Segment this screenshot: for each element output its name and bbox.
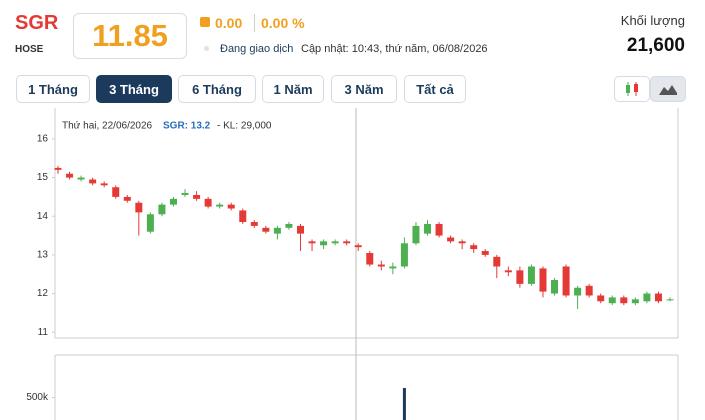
candle-body (193, 194, 201, 199)
candle-body (366, 252, 374, 265)
candle-body (620, 297, 628, 304)
change: 0.00 (215, 15, 243, 31)
change-pct: 0.00 % (261, 15, 305, 31)
y-tick-label: 11 (38, 327, 49, 338)
y-tick-label: 15 (37, 172, 49, 183)
candle-body (470, 245, 478, 250)
volume-value: 21,600 (626, 35, 685, 56)
divider (254, 14, 255, 32)
candle-view-button[interactable] (614, 76, 650, 102)
status-dot (204, 46, 209, 51)
candle-body (608, 297, 616, 304)
candle-body (54, 167, 62, 170)
updated: Cập nhật: 10:43, thứ năm, 06/08/2026 (301, 43, 488, 55)
candle-body (377, 264, 385, 267)
candle-body (331, 241, 339, 244)
candle-body (250, 222, 258, 226)
y-tick-label: 13 (37, 250, 49, 261)
candle-body (66, 173, 74, 178)
candle-body (562, 266, 570, 296)
candle-body (516, 270, 524, 284)
candle-body (389, 266, 397, 269)
y-tick-label: 14 (37, 211, 49, 222)
candle-body (296, 225, 304, 234)
candle-body (77, 177, 85, 180)
candle-body (354, 245, 362, 248)
candle-body (666, 299, 674, 301)
candle-body (493, 256, 501, 267)
price: 11.85 (73, 13, 187, 59)
candle-body (262, 227, 270, 232)
candle-body (158, 204, 166, 215)
period-button[interactable]: 1 Tháng (16, 75, 90, 103)
candle-body (412, 225, 420, 244)
period-button[interactable]: 6 Tháng (178, 75, 256, 103)
volume-label: Khối lượng (620, 13, 685, 28)
candle-body (424, 223, 432, 234)
candle-body (169, 198, 177, 205)
candle-body (435, 223, 443, 236)
symbol: SGR (15, 12, 59, 34)
candle-body (574, 287, 582, 296)
candle-body (100, 183, 108, 186)
candle-body (654, 293, 662, 302)
candle-body (89, 179, 97, 184)
candle-body (551, 280, 559, 294)
candle-body (112, 187, 120, 197)
candle-icon (626, 82, 638, 96)
area-icon (659, 85, 677, 95)
candle-body (123, 196, 131, 201)
period-button[interactable]: 1 Năm (262, 75, 324, 103)
y-tick-label: 16 (37, 134, 49, 145)
candle-body (181, 193, 189, 195)
candle-body (539, 268, 547, 292)
candle-body (597, 295, 605, 302)
change-icon (200, 17, 210, 27)
candle-body (204, 198, 212, 207)
candle-body (135, 202, 143, 213)
candle-body (400, 243, 408, 267)
candle-body (239, 210, 247, 223)
area-view-button[interactable] (650, 76, 686, 102)
candle-body (285, 223, 293, 228)
candle-body (320, 241, 328, 246)
candle-body (481, 251, 489, 255)
tooltip-date: Thứ hai, 22/06/2026 (62, 121, 153, 132)
candle-body (216, 204, 224, 207)
candle-body (308, 241, 316, 244)
period-button[interactable]: 3 Tháng (96, 75, 172, 103)
period-button[interactable]: Tất cả (404, 75, 466, 103)
candle-body (643, 293, 651, 302)
y-tick-label: 500k (26, 392, 49, 403)
candle-body (527, 266, 535, 284)
candle-body (343, 241, 351, 244)
tooltip-volume: - KL: 29,000 (217, 121, 272, 132)
candle-body (146, 214, 154, 232)
candle-body (458, 241, 466, 244)
y-tick-label: 12 (37, 288, 49, 299)
status: Đang giao dịch (220, 43, 294, 55)
period-button[interactable]: 3 Năm (331, 75, 397, 103)
tooltip-price: SGR: 13.2 (163, 121, 211, 132)
volume-bar (402, 387, 406, 420)
candle-body (273, 227, 281, 234)
candle-body (227, 204, 235, 209)
candle-body (631, 299, 639, 304)
candle-body (585, 285, 593, 296)
exchange: HOSE (15, 44, 44, 55)
candle-body (504, 270, 512, 273)
candle-body (447, 237, 455, 242)
